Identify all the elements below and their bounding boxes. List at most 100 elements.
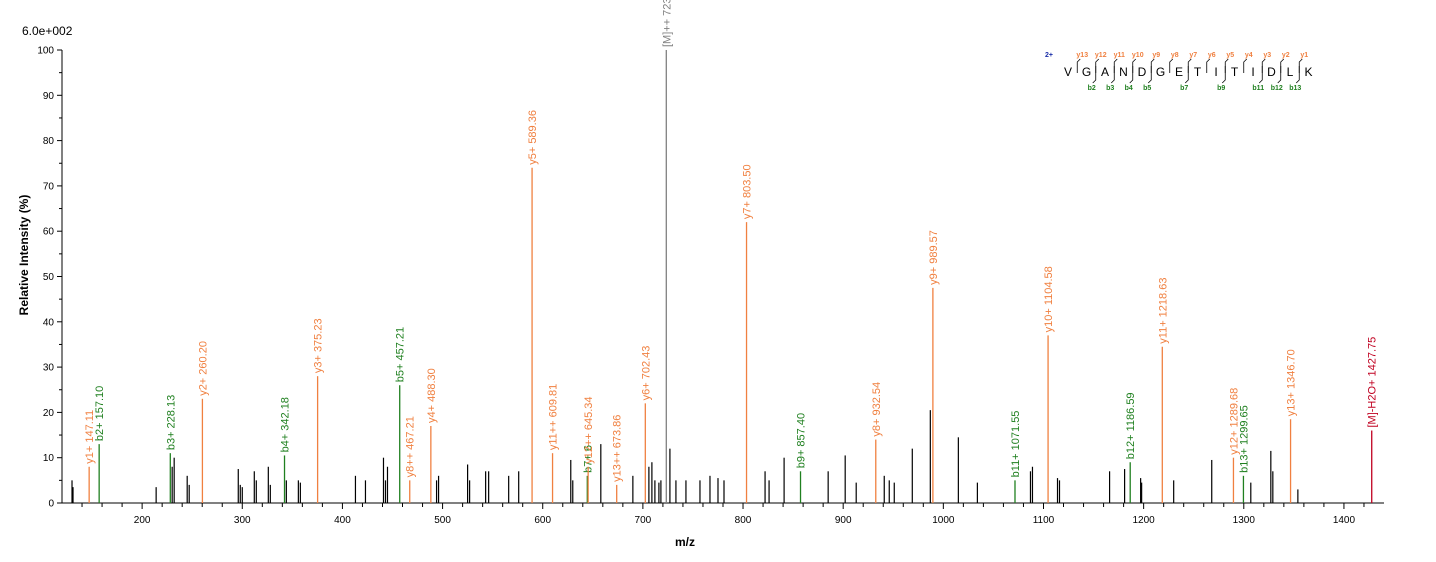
y-ion-label: y7 bbox=[1189, 52, 1197, 59]
x-tick-label: 700 bbox=[635, 515, 652, 526]
b-ion-label: b13 bbox=[1289, 85, 1301, 92]
x-axis-title: m/z bbox=[675, 535, 695, 549]
b-cleavage-mark bbox=[1147, 66, 1152, 84]
y-tick-label: 20 bbox=[43, 408, 55, 419]
peak-label: y7+ 803.50 bbox=[742, 164, 754, 219]
peak-label: y9+ 989.57 bbox=[928, 230, 940, 285]
b-ion-label: b3 bbox=[1106, 85, 1114, 92]
sequence-residue: D bbox=[1267, 65, 1276, 79]
x-tick-label: 600 bbox=[534, 515, 551, 526]
peak-label: y2+ 260.20 bbox=[197, 341, 209, 396]
sequence-residue: L bbox=[1287, 65, 1294, 79]
b-cleavage-mark bbox=[1110, 66, 1115, 84]
y-tick-label: 0 bbox=[48, 499, 54, 510]
sequence-residue: N bbox=[1119, 65, 1128, 79]
y-ion-label: y3 bbox=[1263, 52, 1271, 59]
y-ion-label: y9 bbox=[1152, 52, 1160, 59]
y-cleavage-mark bbox=[1113, 58, 1118, 73]
sequence-residue: I bbox=[1251, 65, 1254, 79]
x-tick-label: 1200 bbox=[1133, 515, 1156, 526]
y-tick-label: 90 bbox=[43, 91, 55, 102]
y-cleavage-mark bbox=[1243, 58, 1248, 73]
intensity-scale-label: 6.0e+002 bbox=[22, 24, 73, 38]
b-ion-label: b7 bbox=[1180, 85, 1188, 92]
sequence-residue: V bbox=[1064, 65, 1072, 79]
peak-label: y12+ 1289.68 bbox=[1228, 388, 1240, 455]
y-tick-label: 80 bbox=[43, 136, 55, 147]
y-cleavage-mark bbox=[1280, 58, 1285, 73]
peak-label: y13++ 673.86 bbox=[612, 415, 624, 482]
y-cleavage-mark bbox=[1150, 58, 1155, 73]
peak-label: [M]++ 723.38 bbox=[661, 0, 673, 47]
x-tick-label: 200 bbox=[134, 515, 151, 526]
peak-label: y6+ 702.43 bbox=[640, 346, 652, 401]
sequence-residue: T bbox=[1231, 65, 1239, 79]
y-cleavage-mark bbox=[1298, 58, 1303, 73]
y-tick-label: 10 bbox=[43, 453, 55, 464]
sequence-residue: K bbox=[1304, 65, 1312, 79]
x-tick-label: 500 bbox=[434, 515, 451, 526]
b-ion-label: b11 bbox=[1252, 85, 1264, 92]
y-ion-label: y13 bbox=[1076, 52, 1088, 59]
sequence-residue: T bbox=[1194, 65, 1202, 79]
peak-label: y11+ 1218.63 bbox=[1157, 278, 1169, 344]
peak-label: y10+ 1104.58 bbox=[1043, 266, 1055, 332]
x-tick-label: 1300 bbox=[1233, 515, 1256, 526]
b-cleavage-mark bbox=[1277, 66, 1282, 84]
peak-label: y12++ 645.34 bbox=[583, 396, 595, 463]
y-cleavage-mark bbox=[1132, 58, 1137, 73]
peak-label: y4+ 488.30 bbox=[426, 368, 438, 423]
x-tick-label: 300 bbox=[234, 515, 251, 526]
peak-label: b3+ 228.13 bbox=[165, 395, 177, 450]
b-cleavage-mark bbox=[1258, 66, 1263, 84]
sequence-residue: G bbox=[1082, 65, 1091, 79]
sequence-residue: A bbox=[1101, 65, 1109, 79]
y-cleavage-mark bbox=[1261, 58, 1266, 73]
peak-label: y11++ 609.81 bbox=[548, 384, 560, 450]
peak-label: b7+ 6 bbox=[582, 445, 594, 473]
sequence-residue: E bbox=[1175, 65, 1183, 79]
charge-state-label: 2+ bbox=[1045, 52, 1053, 59]
y-ion-label: y4 bbox=[1245, 52, 1253, 59]
peak-label: b4+ 342.18 bbox=[280, 397, 292, 452]
unannotated-peaks bbox=[71, 410, 1299, 503]
y-cleavage-mark bbox=[1095, 58, 1100, 73]
peak-label: y8+ 932.54 bbox=[871, 382, 883, 437]
y-cleavage-mark bbox=[1187, 58, 1192, 73]
y-tick-label: 40 bbox=[43, 317, 55, 328]
y-ion-label: y1 bbox=[1300, 52, 1308, 59]
b-ion-label: b2 bbox=[1088, 85, 1096, 92]
y-ion-label: y12 bbox=[1095, 52, 1107, 59]
peak-label: y8++ 467.21 bbox=[405, 416, 417, 477]
peak-label: y3+ 375.23 bbox=[313, 318, 325, 373]
y-ion-label: y2 bbox=[1282, 52, 1290, 59]
peak-label: [M]-H2O+ 1427.75 bbox=[1367, 337, 1379, 428]
b-cleavage-mark bbox=[1221, 66, 1226, 84]
y-tick-label: 30 bbox=[43, 363, 55, 374]
peak-label: y13+ 1346.70 bbox=[1286, 349, 1298, 416]
b-cleavage-mark bbox=[1092, 66, 1097, 84]
b-ion-label: b12 bbox=[1271, 85, 1283, 92]
sequence-residue: I bbox=[1214, 65, 1217, 79]
y-cleavage-mark bbox=[1206, 58, 1211, 73]
peak-label: b13+ 1299.65 bbox=[1238, 405, 1250, 473]
y-tick-label: 100 bbox=[37, 46, 54, 57]
x-tick-label: 400 bbox=[334, 515, 351, 526]
x-tick-label: 1100 bbox=[1033, 515, 1055, 526]
b-cleavage-mark bbox=[1184, 66, 1189, 84]
sequence-residue: G bbox=[1156, 65, 1165, 79]
b-ion-label: b4 bbox=[1125, 85, 1133, 92]
y-ion-label: y5 bbox=[1226, 52, 1234, 59]
y-ion-label: y6 bbox=[1208, 52, 1216, 59]
y-axis-title: Relative Intensity (%) bbox=[17, 195, 31, 316]
axes: 0 10 20 30 40 50 60 70 80 90 100 200 300 400 500 600 700… bbox=[37, 46, 1384, 526]
y-tick-label: 70 bbox=[43, 181, 55, 192]
y-ion-label: y11 bbox=[1114, 52, 1125, 59]
peak-label: b12+ 1186.59 bbox=[1125, 392, 1137, 459]
y-ion-label: y8 bbox=[1171, 52, 1179, 59]
y-ion-label: y10 bbox=[1132, 52, 1144, 59]
y-tick-label: 60 bbox=[43, 227, 55, 238]
